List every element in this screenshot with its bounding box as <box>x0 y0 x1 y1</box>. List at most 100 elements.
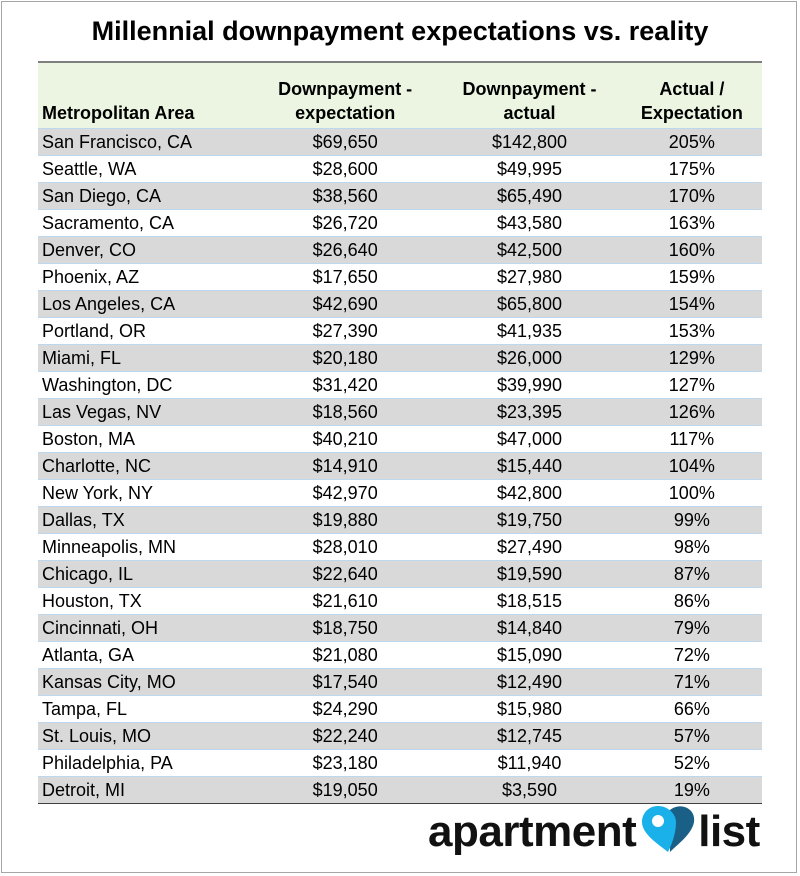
metro-area-cell: Minneapolis, MN <box>38 533 254 561</box>
metro-area-cell: Atlanta, GA <box>38 641 254 669</box>
expectation-cell: $18,750 <box>253 614 438 642</box>
actual-cell: $65,800 <box>437 290 622 318</box>
ratio-cell: 153% <box>621 317 762 345</box>
column-header-line: Actual / <box>659 79 725 99</box>
metro-area-cell: Portland, OR <box>38 317 254 345</box>
metro-area-cell: Miami, FL <box>38 344 254 372</box>
table-row: Las Vegas, NV $18,560 $23,395 126% <box>38 398 762 426</box>
metro-area-cell: Cincinnati, OH <box>38 614 254 642</box>
column-header-line: expectation <box>295 103 396 123</box>
actual-cell: $15,440 <box>437 452 622 480</box>
ratio-cell: 19% <box>621 776 762 804</box>
actual-cell: $11,940 <box>437 749 622 777</box>
metro-area-cell: Washington, DC <box>38 371 254 399</box>
actual-cell: $47,000 <box>437 425 622 453</box>
table-row: Cincinnati, OH $18,750 $14,840 79% <box>38 614 762 642</box>
ratio-cell: 66% <box>621 695 762 723</box>
column-header-line: Metropolitan Area <box>42 103 195 123</box>
table-row: Dallas, TX $19,880 $19,750 99% <box>38 506 762 534</box>
map-pin-heart-icon <box>642 806 695 852</box>
metro-area-cell: Houston, TX <box>38 587 254 615</box>
expectation-cell: $42,690 <box>253 290 438 318</box>
metro-area-cell: Boston, MA <box>38 425 254 453</box>
actual-cell: $39,990 <box>437 371 622 399</box>
column-header: Downpayment - expectation <box>253 61 438 129</box>
table-row: New York, NY $42,970 $42,800 100% <box>38 479 762 507</box>
ratio-cell: 71% <box>621 668 762 696</box>
metro-area-cell: San Francisco, CA <box>38 128 254 156</box>
metro-area-cell: Chicago, IL <box>38 560 254 588</box>
expectation-cell: $28,600 <box>253 155 438 183</box>
column-header: Downpayment - actual <box>437 61 622 129</box>
table-row: Los Angeles, CA $42,690 $65,800 154% <box>38 290 762 318</box>
column-header-line: Expectation <box>640 103 743 123</box>
actual-cell: $12,490 <box>437 668 622 696</box>
expectation-cell: $26,720 <box>253 209 438 237</box>
actual-cell: $42,500 <box>437 236 622 264</box>
actual-cell: $18,515 <box>437 587 622 615</box>
metro-area-cell: St. Louis, MO <box>38 722 254 750</box>
expectation-cell: $31,420 <box>253 371 438 399</box>
ratio-cell: 175% <box>621 155 762 183</box>
metro-area-cell: Las Vegas, NV <box>38 398 254 426</box>
actual-cell: $23,395 <box>437 398 622 426</box>
column-header-line: Downpayment - <box>462 79 597 99</box>
expectation-cell: $21,610 <box>253 587 438 615</box>
ratio-cell: 160% <box>621 236 762 264</box>
table-row: Atlanta, GA $21,080 $15,090 72% <box>38 641 762 669</box>
actual-cell: $27,490 <box>437 533 622 561</box>
table-row: Portland, OR $27,390 $41,935 153% <box>38 317 762 345</box>
ratio-cell: 159% <box>621 263 762 291</box>
table-row: Detroit, MI $19,050 $3,590 19% <box>38 776 762 804</box>
actual-cell: $14,840 <box>437 614 622 642</box>
ratio-cell: 205% <box>621 128 762 156</box>
table-row: Charlotte, NC $14,910 $15,440 104% <box>38 452 762 480</box>
metro-area-cell: Detroit, MI <box>38 776 254 804</box>
actual-cell: $12,745 <box>437 722 622 750</box>
table-row: San Diego, CA $38,560 $65,490 170% <box>38 182 762 210</box>
metro-area-cell: Seattle, WA <box>38 155 254 183</box>
table-row: Minneapolis, MN $28,010 $27,490 98% <box>38 533 762 561</box>
ratio-cell: 86% <box>621 587 762 615</box>
ratio-cell: 127% <box>621 371 762 399</box>
metro-area-cell: San Diego, CA <box>38 182 254 210</box>
expectation-cell: $24,290 <box>253 695 438 723</box>
table-row: Washington, DC $31,420 $39,990 127% <box>38 371 762 399</box>
ratio-cell: 100% <box>621 479 762 507</box>
expectation-cell: $22,640 <box>253 560 438 588</box>
expectation-cell: $18,560 <box>253 398 438 426</box>
actual-cell: $3,590 <box>437 776 622 804</box>
expectation-cell: $20,180 <box>253 344 438 372</box>
expectation-cell: $21,080 <box>253 641 438 669</box>
ratio-cell: 99% <box>621 506 762 534</box>
ratio-cell: 52% <box>621 749 762 777</box>
column-header-line: Downpayment - <box>278 79 413 99</box>
metro-area-cell: Tampa, FL <box>38 695 254 723</box>
header-row: Metropolitan Area Downpayment - expectatio… <box>38 61 762 129</box>
table-row: Tampa, FL $24,290 $15,980 66% <box>38 695 762 723</box>
actual-cell: $65,490 <box>437 182 622 210</box>
expectation-cell: $17,540 <box>253 668 438 696</box>
expectation-cell: $19,880 <box>253 506 438 534</box>
expectation-cell: $27,390 <box>253 317 438 345</box>
logo-text-right: list <box>698 807 760 856</box>
apartment-list-logo: apartment list <box>428 806 760 858</box>
table-row: San Francisco, CA $69,650 $142,800 205% <box>38 128 762 156</box>
ratio-cell: 117% <box>621 425 762 453</box>
expectation-cell: $26,640 <box>253 236 438 264</box>
logo-text-left: apartment <box>428 807 637 856</box>
expectation-cell: $38,560 <box>253 182 438 210</box>
table-row: St. Louis, MO $22,240 $12,745 57% <box>38 722 762 750</box>
table-row: Phoenix, AZ $17,650 $27,980 159% <box>38 263 762 291</box>
ratio-cell: 98% <box>621 533 762 561</box>
metro-area-cell: New York, NY <box>38 479 254 507</box>
ratio-cell: 154% <box>621 290 762 318</box>
column-header-line: actual <box>503 103 556 123</box>
table-row: Houston, TX $21,610 $18,515 86% <box>38 587 762 615</box>
table-row: Seattle, WA $28,600 $49,995 175% <box>38 155 762 183</box>
table-row: Sacramento, CA $26,720 $43,580 163% <box>38 209 762 237</box>
metro-area-cell: Kansas City, MO <box>38 668 254 696</box>
expectation-cell: $17,650 <box>253 263 438 291</box>
metro-area-cell: Denver, CO <box>38 236 254 264</box>
